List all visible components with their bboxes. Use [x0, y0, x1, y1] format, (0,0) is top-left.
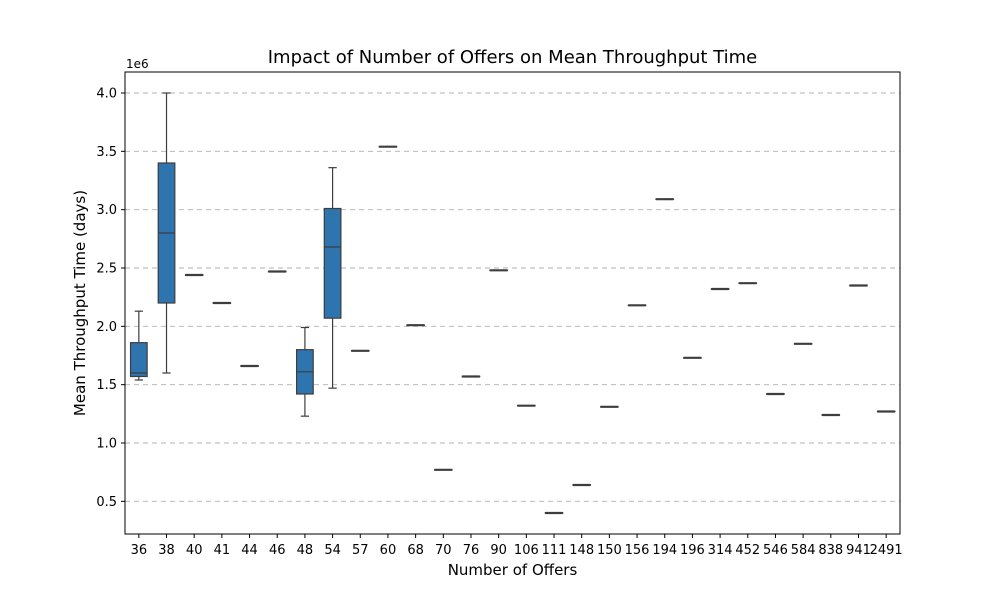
x-axis-ticks: 36 38 40 41 44 46 48 54 57 60 68 70 76 90 106 111 148 150… [131, 534, 903, 558]
x-tick-label: 314 [708, 543, 733, 558]
x-tick-label: 68 [407, 543, 424, 558]
y-tick-label: 4.0 [96, 87, 117, 102]
y-axis-label: Mean Throughput Time (days) [71, 190, 89, 416]
x-axis-label: Number of Offers [448, 561, 578, 579]
x-tick-label: 838 [818, 543, 843, 558]
iqr-box [323, 207, 342, 319]
grid-lines [125, 92, 900, 502]
chart-title: Impact of Number of Offers on Mean Throu… [268, 47, 758, 68]
box-36 [129, 310, 148, 381]
x-tick-label: 584 [791, 543, 816, 558]
x-tick-label: 54 [324, 543, 341, 558]
box-54 [323, 167, 342, 389]
x-tick-label: 46 [269, 543, 286, 558]
y-axis-ticks: 0.5 1.0 1.5 2.0 2.5 3.0 3.5 4.0 [96, 87, 125, 510]
y-tick-label: 1.0 [96, 437, 117, 452]
y-tick-label: 1.5 [96, 378, 117, 393]
x-tick-label: 452 [735, 543, 760, 558]
x-tick-label: 546 [763, 543, 788, 558]
x-tick-label: 941 [846, 543, 871, 558]
x-tick-label: 44 [241, 543, 258, 558]
y-axis-offset-label: 1e6 [126, 57, 149, 71]
x-tick-label: 38 [158, 543, 175, 558]
x-tick-label: 2491 [870, 543, 903, 558]
x-tick-label: 156 [625, 543, 650, 558]
x-tick-label: 57 [352, 543, 369, 558]
y-tick-label: 0.5 [96, 495, 117, 510]
x-tick-label: 150 [597, 543, 622, 558]
box-38 [157, 92, 176, 374]
x-tick-label: 106 [514, 543, 539, 558]
x-tick-label: 60 [380, 543, 397, 558]
iqr-box [129, 342, 148, 378]
box-marks [129, 92, 896, 515]
x-tick-label: 148 [569, 543, 594, 558]
x-tick-label: 70 [435, 543, 452, 558]
y-tick-label: 3.5 [96, 145, 117, 160]
x-tick-label: 111 [542, 543, 567, 558]
x-tick-label: 48 [297, 543, 314, 558]
y-tick-label: 2.5 [96, 262, 117, 277]
x-tick-label: 196 [680, 543, 705, 558]
x-tick-label: 36 [131, 543, 148, 558]
x-tick-label: 40 [186, 543, 203, 558]
y-tick-label: 3.0 [96, 203, 117, 218]
x-tick-label: 76 [463, 543, 480, 558]
x-tick-label: 41 [214, 543, 231, 558]
x-tick-label: 194 [652, 543, 677, 558]
box-48 [296, 326, 314, 417]
y-tick-label: 2.0 [96, 320, 117, 335]
x-tick-label: 90 [490, 543, 507, 558]
plot-frame [124, 71, 901, 535]
